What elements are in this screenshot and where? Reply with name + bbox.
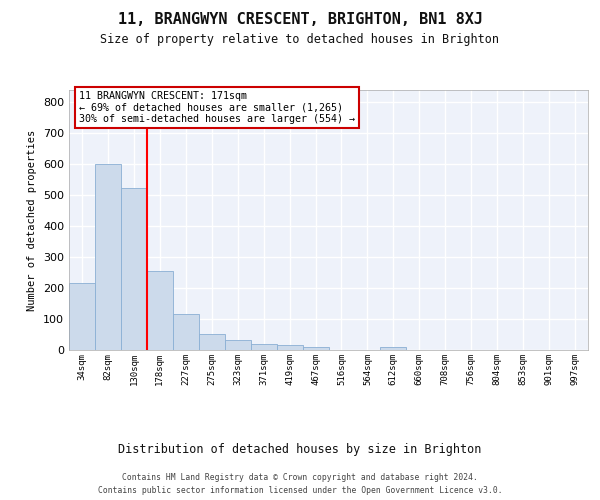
Bar [147, 271, 173, 350]
Text: 11 BRANGWYN CRESCENT: 171sqm
← 69% of detached houses are smaller (1,265)
30% of: 11 BRANGWYN CRESCENT: 171sqm ← 69% of de… [79, 92, 355, 124]
Y-axis label: Number of detached properties: Number of detached properties [28, 130, 37, 310]
Bar [121, 188, 147, 350]
Bar [95, 164, 121, 350]
Bar [251, 344, 277, 350]
Bar [277, 345, 302, 350]
Bar [69, 282, 95, 350]
Bar [199, 334, 224, 350]
Text: Distribution of detached houses by size in Brighton: Distribution of detached houses by size … [118, 442, 482, 456]
Text: 11, BRANGWYN CRESCENT, BRIGHTON, BN1 8XJ: 11, BRANGWYN CRESCENT, BRIGHTON, BN1 8XJ [118, 12, 482, 28]
Bar [225, 340, 251, 350]
Text: Contains public sector information licensed under the Open Government Licence v3: Contains public sector information licen… [98, 486, 502, 495]
Bar [302, 346, 329, 350]
Text: Size of property relative to detached houses in Brighton: Size of property relative to detached ho… [101, 32, 499, 46]
Text: Contains HM Land Registry data © Crown copyright and database right 2024.: Contains HM Land Registry data © Crown c… [122, 472, 478, 482]
Bar [380, 347, 406, 350]
Bar [173, 314, 199, 350]
